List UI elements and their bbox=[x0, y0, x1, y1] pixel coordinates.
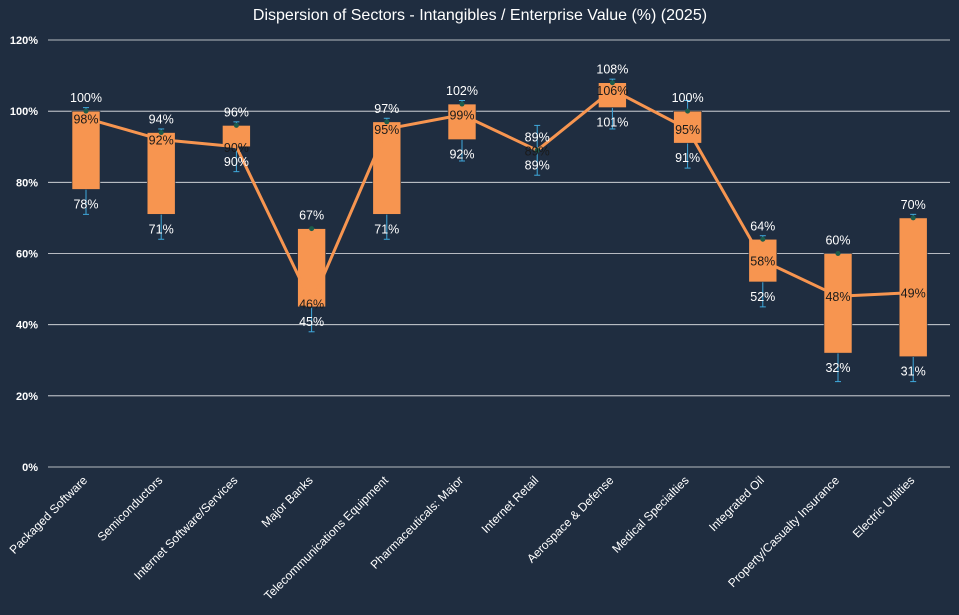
top-marker bbox=[609, 80, 615, 86]
y-tick-label: 40% bbox=[16, 320, 38, 332]
bottom-label: 31% bbox=[901, 365, 926, 379]
bottom-label: 71% bbox=[149, 222, 174, 236]
y-tick-label: 120% bbox=[10, 35, 38, 47]
top-label: 97% bbox=[374, 102, 399, 116]
median-label: 46% bbox=[299, 297, 324, 311]
x-tick-label: Semiconductors bbox=[95, 473, 166, 544]
y-tick-label: 20% bbox=[16, 391, 38, 403]
bottom-label: 92% bbox=[449, 148, 474, 162]
y-axis-ticks: 0% 20% 40% 60% 80% 100% 120% bbox=[10, 35, 38, 474]
box bbox=[823, 253, 853, 354]
top-label: 100% bbox=[70, 91, 102, 105]
bottom-label: 90% bbox=[224, 155, 249, 169]
bottom-label: 45% bbox=[299, 315, 324, 329]
median-line bbox=[85, 88, 914, 305]
bottom-label: 32% bbox=[825, 361, 850, 375]
top-marker bbox=[83, 108, 89, 114]
top-marker bbox=[534, 147, 540, 153]
bottom-label: 91% bbox=[675, 151, 700, 165]
box bbox=[146, 132, 176, 215]
box bbox=[898, 217, 928, 357]
grid-lines bbox=[48, 39, 950, 468]
data-labels: 100% 98% 78% 94% 92% 71% 96% 90%90% 67% 46% 45% 97%… bbox=[70, 63, 926, 379]
x-tick-label: Integrated Oil bbox=[706, 473, 767, 534]
bottom-label: 101% bbox=[596, 116, 628, 130]
top-label: 67% bbox=[299, 209, 324, 223]
median-label: 90% bbox=[224, 141, 249, 155]
median-label: 49% bbox=[901, 287, 926, 301]
median-label: 89% bbox=[525, 144, 550, 158]
y-tick-label: 80% bbox=[16, 177, 38, 189]
median-label: 92% bbox=[149, 134, 174, 148]
y-tick-label: 60% bbox=[16, 249, 38, 261]
top-label: 108% bbox=[596, 63, 628, 77]
box bbox=[297, 228, 326, 308]
bottom-label: 78% bbox=[73, 197, 98, 211]
top-label: 60% bbox=[825, 234, 850, 248]
x-tick-label: Aerospace & Defense bbox=[524, 473, 617, 566]
median-label: 99% bbox=[449, 109, 474, 123]
top-label: 94% bbox=[149, 113, 174, 127]
top-label: 64% bbox=[750, 219, 775, 233]
median-label: 95% bbox=[675, 123, 700, 137]
chart-title: Dispersion of Sectors - Intangibles / En… bbox=[253, 7, 707, 24]
x-tick-label: Medical Specialties bbox=[609, 473, 692, 556]
top-marker bbox=[760, 236, 766, 242]
top-label: 89% bbox=[525, 130, 550, 144]
y-tick-label: 0% bbox=[22, 462, 38, 474]
top-marker bbox=[910, 215, 916, 221]
top-marker bbox=[384, 119, 390, 125]
top-marker bbox=[835, 251, 841, 256]
top-label: 96% bbox=[224, 105, 249, 119]
median-label: 106% bbox=[596, 84, 628, 98]
median-line-layer bbox=[85, 88, 914, 305]
bottom-label: 71% bbox=[374, 222, 399, 236]
top-marker bbox=[233, 122, 239, 128]
x-tick-label: Packaged Software bbox=[7, 473, 91, 557]
median-label: 48% bbox=[825, 290, 850, 304]
median-label: 58% bbox=[750, 255, 775, 269]
bottom-label: 52% bbox=[750, 290, 775, 304]
x-axis-ticks: Packaged Software Semiconductors Internet … bbox=[7, 473, 918, 603]
top-label: 100% bbox=[672, 91, 704, 105]
top-label: 70% bbox=[901, 198, 926, 212]
boxes bbox=[71, 78, 928, 383]
top-marker bbox=[685, 108, 691, 114]
y-tick-label: 100% bbox=[10, 106, 38, 118]
x-tick-label: Telecommunications Equipment bbox=[261, 473, 391, 603]
x-tick-label: Internet Retail bbox=[479, 473, 542, 536]
median-label: 95% bbox=[374, 123, 399, 137]
top-marker bbox=[309, 226, 315, 232]
x-tick-label: Major Banks bbox=[259, 473, 316, 530]
bottom-label: 89% bbox=[525, 158, 550, 172]
top-marker bbox=[158, 130, 164, 136]
top-label: 102% bbox=[446, 84, 478, 98]
top-marker bbox=[459, 101, 465, 107]
box bbox=[372, 121, 402, 215]
x-tick-label: Electric Utilities bbox=[850, 473, 917, 540]
median-label: 98% bbox=[73, 112, 98, 126]
